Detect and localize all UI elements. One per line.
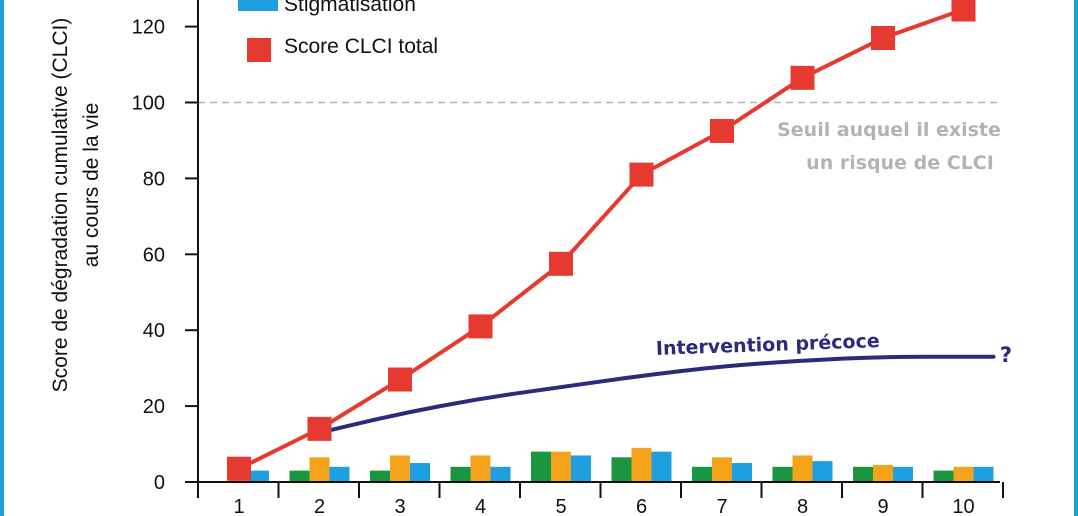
bar-series1-8	[772, 466, 793, 482]
bar-series1-10	[933, 470, 954, 482]
bar-series2-3	[390, 455, 410, 482]
legend-label-total-score: Score CLCI total	[284, 35, 438, 58]
bar-series3-10	[973, 466, 994, 482]
bar-series3-8	[812, 461, 833, 482]
bar-series3-6	[651, 451, 672, 482]
bar-series3-5	[571, 455, 591, 482]
total-score-marker-8	[790, 65, 815, 90]
bar-series2-2	[309, 457, 330, 482]
x-tick-label-8: 8	[797, 496, 808, 516]
x-tick-label-10: 10	[952, 496, 974, 516]
threshold-label-line2: un risque de CLCI	[806, 152, 994, 174]
bar-series2-5	[551, 451, 571, 482]
bar-series3-2	[329, 466, 350, 482]
y-axis-label-line2: au cours de la vie	[80, 103, 103, 268]
bar-series2-7	[712, 457, 732, 482]
bar-series1-6	[611, 457, 632, 482]
bar-series3-9	[893, 466, 913, 482]
bar-series2-8	[792, 455, 813, 482]
y-tick-label-20: 20	[143, 396, 165, 418]
total-score-marker-1	[227, 456, 251, 481]
x-tick-label-6: 6	[636, 496, 647, 516]
x-tick-label-1: 1	[233, 496, 244, 516]
bar-series3-7	[732, 463, 752, 482]
total-score-marker-10	[951, 0, 976, 22]
legend-marker-total-score	[247, 38, 271, 62]
y-tick-label-40: 40	[143, 320, 165, 342]
bar-series1-2	[289, 470, 310, 482]
x-tick-label-7: 7	[716, 496, 727, 516]
y-tick-label-100: 100	[132, 93, 165, 115]
legend-swatch-stigmatisation	[238, 0, 278, 11]
x-tick-label-9: 9	[877, 496, 888, 516]
x-tick-label-5: 5	[555, 496, 566, 516]
bar-series1-9	[853, 466, 873, 482]
bar-series3-3	[410, 463, 430, 482]
bar-series2-10	[953, 466, 974, 482]
bar-series2-9	[873, 464, 893, 482]
y-axis-label: Score de dégradation cumulative (CLCI)	[49, 18, 72, 393]
y-tick-label-120: 120	[132, 17, 165, 39]
total-score-marker-4	[468, 314, 493, 339]
intervention-label: Intervention précoce	[656, 330, 880, 360]
bar-series2-4	[470, 455, 491, 482]
bar-series3-1	[249, 470, 269, 482]
x-tick-label-2: 2	[314, 496, 325, 516]
bar-series3-4	[490, 466, 511, 482]
bar-series1-4	[450, 466, 471, 482]
x-tick-label-4: 4	[475, 496, 486, 516]
total-score-marker-6	[629, 162, 654, 187]
total-score-line	[238, 7, 965, 471]
y-tick-label-80: 80	[143, 168, 165, 190]
total-score-marker-5	[549, 251, 573, 276]
y-tick-label-0: 0	[154, 472, 165, 494]
x-tick-label-3: 3	[394, 496, 405, 516]
total-score-marker-9	[871, 25, 895, 50]
total-score-marker-2	[307, 416, 332, 441]
y-tick-label-60: 60	[143, 244, 165, 266]
bar-series1-3	[370, 470, 390, 482]
legend-label-stigmatisation: Stigmatisation	[284, 0, 416, 16]
threshold-label-line1: Seuil auquel il existe	[777, 119, 1001, 141]
total-score-marker-3	[388, 367, 412, 392]
intervention-question-mark: ?	[1000, 343, 1012, 367]
intervention-curve	[317, 354, 996, 435]
bar-series2-6	[631, 447, 652, 482]
bar-series1-5	[531, 451, 551, 482]
bar-series1-7	[692, 466, 712, 482]
total-score-marker-7	[710, 118, 734, 143]
